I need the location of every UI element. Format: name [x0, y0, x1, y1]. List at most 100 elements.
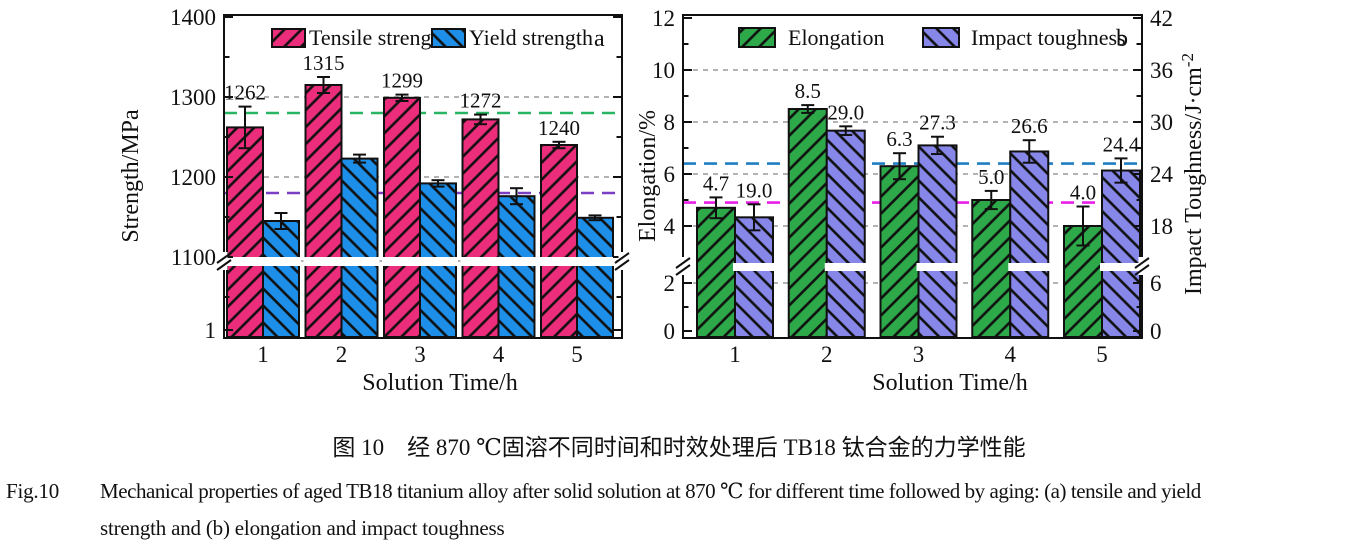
y-right-tick-label: 0 [1150, 319, 1162, 344]
y-left-tick-label: 8 [664, 110, 676, 135]
axis-break-band [916, 263, 959, 271]
panel-b: 4.78.56.35.04.019.029.0 27.3 26.624.402468… [635, 6, 1207, 396]
y-left-tick-label: 0 [664, 319, 676, 344]
y-left-axis-title: Elongation/% [635, 110, 661, 242]
bar-elongation-1 [696, 206, 736, 338]
bar-impact-toughness-5 [1101, 169, 1141, 338]
x-axis-title: Solution Time/h [872, 370, 1027, 396]
axis-break-band [418, 257, 458, 266]
bar-value-label: 26.6 [1011, 114, 1048, 138]
bar-value-label: 1315 [303, 51, 345, 75]
y-tick-label: 1400 [170, 5, 216, 30]
axis-break-band [575, 257, 615, 266]
y-right-tick-label: 18 [1150, 214, 1173, 239]
legend-swatch-elongation [738, 27, 776, 48]
y-left-tick-label: 4 [664, 214, 676, 239]
bar-value-label: 1299 [381, 69, 423, 93]
axis-break-band [539, 257, 579, 266]
y-left-tick-label: 12 [652, 6, 675, 31]
bar-value-label: 29.0 [827, 100, 864, 124]
y-left-tick-label: 6 [664, 162, 676, 187]
bar-impact-toughness-4 [1009, 150, 1050, 338]
legend-swatch-tensile [271, 28, 306, 48]
bar-impact-toughness-3 [917, 144, 958, 338]
legend-swatch-impact [922, 27, 960, 48]
bar-yield-strength-2 [340, 157, 379, 338]
y-tick-label: 1 [205, 318, 217, 343]
y-right-tick-label: 24 [1150, 162, 1174, 187]
axis-break-band [824, 263, 867, 271]
bar-value-label: 6.3 [886, 127, 912, 151]
legend-label-yield: Yield strength [469, 25, 593, 50]
legend-swatch-yield [431, 28, 466, 48]
y-right-axis-title: Impact Toughness/J·cm-2 [1178, 53, 1207, 295]
panel-letter-a: a [594, 26, 605, 52]
bar-value-label: 5.0 [978, 165, 1004, 189]
bar-tensile-strength-4 [461, 118, 500, 339]
bar-value-label: 4.7 [703, 171, 729, 195]
x-tick-label: 4 [1005, 342, 1017, 367]
axis-break-band [733, 263, 775, 271]
bar-tensile-strength-2 [304, 84, 343, 338]
y-axis-title: Strength/MPa [118, 109, 144, 243]
bar-elongation-4 [971, 199, 1012, 338]
bar-tensile-strength-3 [383, 96, 421, 338]
bar-yield-strength-1 [262, 220, 300, 338]
x-tick-label: 2 [336, 342, 348, 367]
bar-value-label: 4.0 [1070, 181, 1096, 205]
bar-yield-strength-5 [576, 216, 614, 338]
caption-fig-label: Fig.10 [6, 479, 60, 503]
bar-tensile-strength-5 [540, 144, 578, 338]
x-tick-label: 4 [493, 342, 505, 367]
bar-value-label: 19.0 [736, 178, 773, 202]
bar-elongation-2 [787, 108, 828, 338]
bar-elongation-3 [879, 165, 920, 338]
bar-impact-toughness-2 [825, 129, 866, 338]
x-tick-label: 5 [1096, 342, 1108, 367]
panel-a: 1262 1315 1299 1272 1240 1 1100 1200 1300 1400 1 2 3… [118, 5, 630, 396]
y-tick-label: 1200 [170, 165, 216, 190]
legend-label-impact: Impact toughness [971, 25, 1126, 50]
caption-chinese: 图 10 经 870 ℃固溶不同时间和时效处理后 TB18 钛合金的力学性能 [332, 435, 1026, 460]
axis-break-band [460, 257, 501, 266]
y-left-tick-label: 10 [652, 58, 675, 83]
x-tick-label: 2 [821, 342, 833, 367]
y-right-tick-label: 6 [1150, 271, 1162, 296]
x-tick-label: 3 [414, 342, 426, 367]
y-right-tick-label: 36 [1150, 58, 1173, 83]
axis-break-band [1100, 263, 1142, 271]
x-tick-label: 1 [257, 342, 269, 367]
axis-break-band [339, 257, 380, 266]
panel-letter-b: b [1116, 26, 1128, 52]
x-tick-label: 1 [729, 342, 741, 367]
caption-english-line2: strength and (b) elongation and impact t… [100, 516, 505, 540]
bar-value-label: 1262 [224, 81, 266, 105]
y-right-tick-label: 42 [1150, 6, 1173, 31]
bar-yield-strength-4 [497, 195, 536, 338]
axis-break-band [225, 257, 265, 266]
plot-border [682, 14, 1143, 339]
bar-value-label: 8.5 [795, 79, 821, 103]
bar-value-label: 27.3 [919, 111, 956, 135]
x-tick-label: 3 [913, 342, 925, 367]
y-right-tick-label: 30 [1150, 110, 1173, 135]
bar-value-label: 1272 [460, 89, 502, 113]
bar-tensile-strength-1 [226, 126, 264, 339]
axis-break-band [1008, 263, 1051, 271]
axis-break-band [496, 257, 537, 266]
x-axis-title: Solution Time/h [362, 370, 517, 396]
caption-english-line1: Mechanical properties of aged TB18 titan… [100, 479, 1201, 503]
y-left-tick-label: 2 [664, 271, 676, 296]
legend-label-tensile: Tensile strength [309, 25, 449, 50]
bar-value-label: 1240 [538, 116, 580, 140]
y-tick-label: 1100 [171, 245, 216, 270]
axis-break-band [261, 257, 301, 266]
bar-impact-toughness-1 [734, 216, 774, 338]
axis-break-band [303, 257, 344, 266]
legend-label-elongation: Elongation [788, 25, 885, 50]
axis-break-band [382, 257, 422, 266]
x-tick-label: 5 [571, 342, 583, 367]
y-tick-label: 1300 [170, 85, 216, 110]
